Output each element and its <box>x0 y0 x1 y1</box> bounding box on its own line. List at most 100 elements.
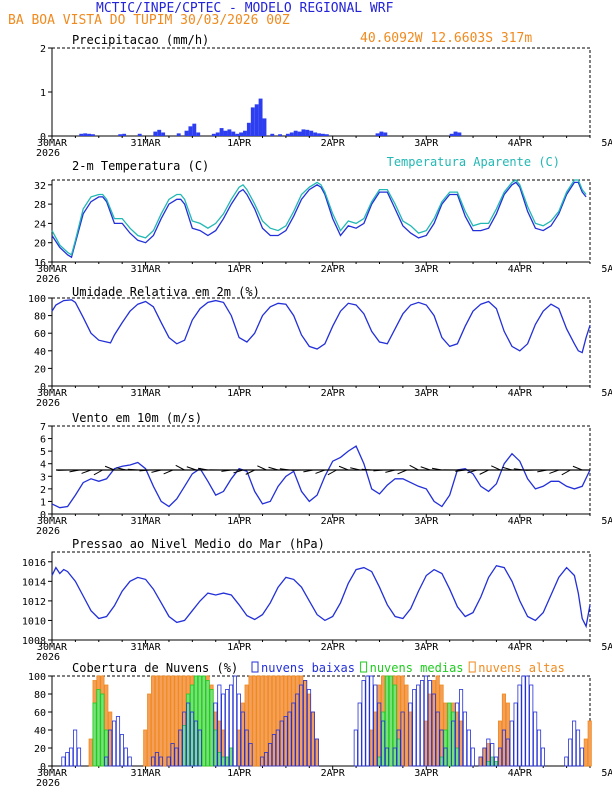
precip-bar <box>243 130 247 136</box>
precip-bar <box>246 122 251 136</box>
cloud-low-bar <box>260 756 265 767</box>
x-tick-label: 3APR <box>414 264 439 275</box>
cloud-high-bar <box>306 693 312 767</box>
y-tick-label: 0 <box>40 510 46 521</box>
cloud-low-bar <box>509 720 514 767</box>
cloud-low-bar <box>225 689 230 767</box>
cloud-high-bar <box>583 738 588 767</box>
precip-bar <box>317 133 321 136</box>
x-tick-label: 30MAR <box>37 768 68 779</box>
cloud-low-bar <box>193 720 199 767</box>
cloud-low-bar <box>529 684 534 767</box>
cloud-low-bar <box>470 747 475 767</box>
cloud-high-bar <box>435 675 440 767</box>
cloud-low-bar <box>221 693 226 767</box>
cloud-low-bar <box>310 711 315 767</box>
cloud-low-bar <box>73 729 78 767</box>
precip-bar <box>278 134 283 136</box>
cloud-high-bar <box>147 693 152 767</box>
cloud-medium-bar <box>392 684 397 767</box>
cloud-high-bar <box>170 675 175 767</box>
precip-bar <box>250 107 255 136</box>
y-tick-label: 3 <box>40 472 46 483</box>
cloud-low-bar <box>494 756 499 767</box>
cloud-medium-bar <box>494 761 499 767</box>
wind-barb <box>93 469 103 476</box>
x-tick-label: 31MAR <box>131 516 162 527</box>
cloud-medium-bar <box>221 756 226 767</box>
wind-barb <box>81 469 92 474</box>
x-tick-label: 30MAR <box>37 138 68 149</box>
x-tick-label: 30MAR <box>37 264 68 275</box>
precip-bar <box>227 129 232 136</box>
precip-bar <box>192 123 197 136</box>
x-tick-label: 1APR <box>227 642 252 653</box>
y-tick-label: 0 <box>40 382 46 393</box>
precip-bar <box>457 132 462 136</box>
cloud-high-bar <box>587 720 592 767</box>
x-tick-label: 5APR <box>601 768 612 779</box>
panel-relative-humidity: Umidade Relativa em 2m (%) 0 20 40 60 80 100 30… <box>28 285 612 409</box>
x-tick-label: 1APR <box>227 388 252 399</box>
cloud-low-bar <box>408 702 413 767</box>
cloud-low-bar <box>517 684 522 767</box>
cloud-low-bar <box>381 720 386 767</box>
cloud-low-bar <box>564 756 569 767</box>
precip-bar <box>176 133 181 136</box>
cloud-medium-bar <box>377 756 382 767</box>
cloud-low-bar <box>369 675 374 767</box>
cloud-high-bar <box>271 675 276 767</box>
cloud-high-bar <box>244 684 249 767</box>
panel-title: Pressao ao Nivel Medio do Mar (hPa) <box>72 537 325 551</box>
y-tick-label: 1012 <box>22 597 46 608</box>
x-tick-label: 30MAR <box>37 642 68 653</box>
x-tick-label: 4APR <box>508 768 533 779</box>
x-tick-label: 2APR <box>321 516 346 527</box>
cloud-low-bar <box>275 729 280 767</box>
cloud-low-bar <box>291 702 296 767</box>
x-tick-label: 5APR <box>601 388 612 399</box>
precip-bar <box>188 126 193 136</box>
cloud-low-bar <box>392 747 397 767</box>
x-tick-label: 4APR <box>508 264 533 275</box>
cloud-medium-bar <box>100 693 105 767</box>
cloud-low-bar <box>267 743 273 767</box>
cloud-medium-bar <box>205 680 210 767</box>
precip-bar <box>289 132 294 136</box>
y-tick-label: 1 <box>40 497 46 508</box>
cloud-low-bar <box>427 680 432 767</box>
cloud-low-bar <box>287 711 292 767</box>
cloud-high-bar <box>287 675 292 767</box>
cloud-high-bar <box>482 747 487 767</box>
cloud-low-bar <box>217 684 222 767</box>
wind-barb <box>233 469 244 474</box>
wind-barb <box>479 469 489 475</box>
cloud-low-bar <box>361 680 366 767</box>
y-tick-label: 80 <box>34 690 46 701</box>
cloud-low-bar <box>462 711 468 767</box>
cloud-low-bar <box>466 729 471 767</box>
precip-bar <box>321 133 325 136</box>
y-tick-label: 24 <box>34 219 46 230</box>
legend-swatch-2 <box>468 661 476 673</box>
cloud-high-bar <box>178 675 183 767</box>
cloud-low-bar <box>568 738 573 767</box>
cloud-high-bar <box>310 711 315 767</box>
y-tick-label: 100 <box>28 294 46 305</box>
panel-title: Cobertura de Nuvens (%) <box>72 661 238 675</box>
precip-bar <box>215 132 220 136</box>
x-tick-label: 2APR <box>321 264 346 275</box>
wind-barb <box>221 469 232 472</box>
x-tick-label: 2APR <box>321 138 346 149</box>
cloud-low-bar <box>279 720 284 767</box>
x-tick-label: 31MAR <box>131 264 162 275</box>
cloud-low-bar <box>151 756 156 767</box>
cloud-medium-bar <box>447 702 452 767</box>
cloud-low-bar <box>572 720 577 767</box>
cloud-low-bar <box>182 711 187 767</box>
cloud-low-bar <box>166 756 171 767</box>
cloud-low-bar <box>575 729 581 767</box>
precip-bar <box>211 133 216 136</box>
precip-bar <box>270 133 275 136</box>
precip-bar <box>383 132 388 136</box>
